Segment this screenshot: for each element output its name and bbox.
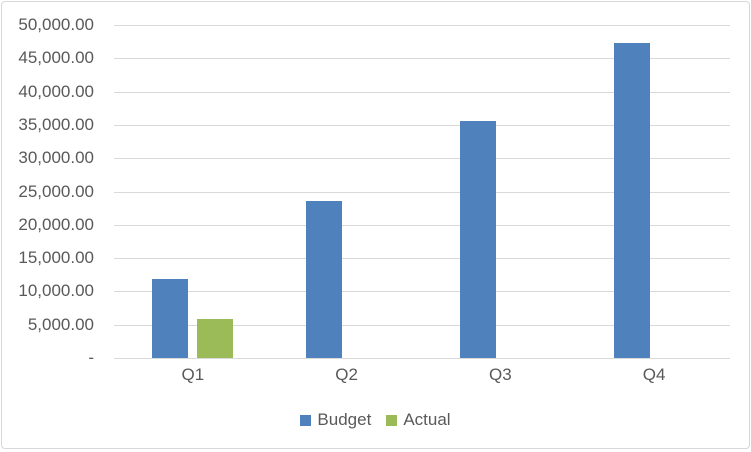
gridline (114, 124, 730, 126)
y-axis-tick-label: 40,000.00 (18, 81, 94, 101)
gridline (114, 258, 730, 260)
x-axis-line (114, 358, 730, 359)
y-axis-tick-label: 10,000.00 (18, 281, 94, 301)
gridline (114, 291, 730, 293)
y-axis-tick-label: 5,000.00 (27, 314, 94, 334)
x-axis-label-q1: Q1 (181, 365, 205, 384)
bar-actual-q1[interactable] (197, 319, 234, 358)
legend-swatch-budget (300, 414, 312, 426)
y-axis-tick-label: 20,000.00 (18, 214, 94, 234)
legend-item-budget[interactable]: Budget (300, 410, 371, 430)
gridline (114, 58, 730, 60)
y-axis-tick-label: 30,000.00 (18, 148, 94, 168)
y-axis-tick-label: 15,000.00 (18, 248, 94, 268)
bar-budget-q1[interactable] (152, 279, 189, 358)
x-axis-label-q4: Q4 (642, 365, 666, 384)
gridlines-layer (114, 2, 730, 448)
x-axis-labels: Q1 Q2 Q3 Q4 (116, 365, 731, 385)
x-axis-label-q3: Q3 (489, 365, 512, 384)
gridline (114, 158, 730, 160)
bar-budget-q4[interactable] (613, 43, 650, 358)
category-group-q3 (424, 25, 578, 358)
gridline (114, 91, 730, 93)
legend-swatch-actual (386, 414, 398, 426)
x-axis-label-q2: Q2 (335, 365, 358, 384)
bar-budget-q2[interactable] (306, 200, 343, 358)
legend-label: Actual (403, 410, 451, 429)
category-group-q1 (116, 25, 270, 358)
y-axis-tick-label: 35,000.00 (18, 114, 94, 134)
gridline (114, 191, 730, 193)
legend-label: Budget (317, 410, 372, 429)
y-axis-tick-label: 45,000.00 (18, 48, 94, 68)
bar-budget-q3[interactable] (459, 120, 496, 358)
y-axis-tick-label: 25,000.00 (18, 181, 94, 201)
legend-item-actual[interactable]: Actual (386, 410, 451, 430)
plot-area (116, 25, 731, 358)
y-axis-tick-label: - (88, 348, 94, 367)
legend: Budget Actual (2, 407, 749, 433)
gridline (114, 224, 730, 226)
category-group-q2 (270, 25, 424, 358)
y-axis-tick-label: 50,000.00 (18, 15, 94, 34)
y-axis-labels: 50,000.00 45,000.00 40,000.00 35,000.00 30,0… (2, 2, 94, 448)
gridline (114, 324, 730, 326)
category-group-q4 (577, 25, 731, 358)
gridline (114, 25, 730, 26)
